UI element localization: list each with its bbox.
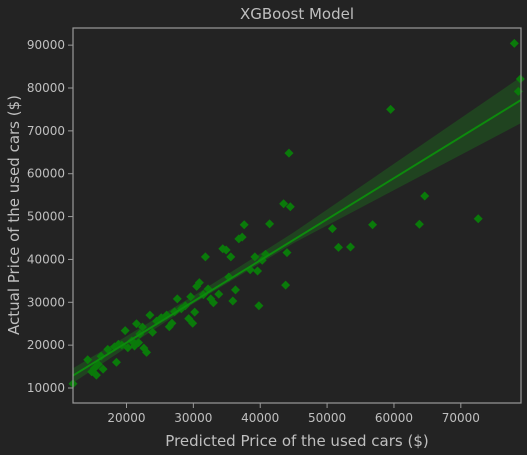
data-point bbox=[281, 280, 291, 290]
x-tick-label: 30000 bbox=[174, 411, 212, 425]
data-point bbox=[333, 242, 343, 252]
plot-frame bbox=[72, 27, 522, 404]
data-point bbox=[414, 219, 424, 229]
data-point bbox=[167, 318, 177, 328]
data-point bbox=[285, 202, 295, 212]
data-point bbox=[327, 224, 337, 234]
x-tick-label: 50000 bbox=[308, 411, 346, 425]
y-tick-label: 40000 bbox=[27, 252, 65, 266]
data-point bbox=[91, 370, 101, 380]
data-point bbox=[145, 310, 155, 320]
points-layer bbox=[68, 38, 525, 389]
y-axis-label: Actual Price of the used cars ($) bbox=[5, 95, 23, 335]
data-point bbox=[473, 214, 483, 224]
data-point bbox=[186, 292, 196, 302]
data-point bbox=[282, 248, 292, 258]
data-point bbox=[253, 266, 263, 276]
data-point bbox=[134, 338, 144, 348]
chart-title: XGBoost Model bbox=[240, 5, 354, 23]
x-tick-label: 70000 bbox=[442, 411, 480, 425]
data-point bbox=[221, 245, 231, 255]
data-point bbox=[111, 357, 121, 367]
y-tick-label: 50000 bbox=[27, 210, 65, 224]
data-point bbox=[123, 343, 133, 353]
data-point bbox=[265, 219, 275, 229]
data-point bbox=[368, 220, 378, 230]
y-axis-ticks: 10000 20000 30000 40000 50000 60000 70000 80000… bbox=[27, 38, 73, 395]
data-point bbox=[279, 199, 289, 209]
data-point bbox=[250, 252, 260, 262]
data-point bbox=[420, 191, 430, 201]
data-point bbox=[132, 319, 142, 329]
data-point bbox=[142, 347, 152, 357]
x-tick-label: 40000 bbox=[241, 411, 279, 425]
y-tick-label: 90000 bbox=[27, 38, 65, 52]
y-tick-label: 20000 bbox=[27, 338, 65, 352]
y-tick-label: 80000 bbox=[27, 81, 65, 95]
y-tick-label: 30000 bbox=[27, 295, 65, 309]
data-point bbox=[148, 327, 158, 337]
y-tick-label: 10000 bbox=[27, 381, 65, 395]
plot-area bbox=[73, 28, 521, 403]
regression-line bbox=[72, 99, 522, 377]
data-point bbox=[200, 252, 210, 262]
data-point bbox=[194, 278, 204, 288]
data-point bbox=[208, 298, 218, 308]
data-point bbox=[214, 289, 224, 299]
data-point bbox=[226, 252, 236, 262]
data-point bbox=[190, 307, 200, 317]
data-point bbox=[254, 301, 264, 311]
x-tick-label: 20000 bbox=[107, 411, 145, 425]
x-axis-label: Predicted Price of the used cars ($) bbox=[165, 432, 428, 450]
data-point bbox=[83, 355, 93, 365]
data-point bbox=[386, 104, 396, 114]
data-point bbox=[98, 364, 108, 374]
data-point bbox=[284, 148, 294, 158]
data-point bbox=[138, 322, 148, 332]
x-tick-label: 60000 bbox=[375, 411, 413, 425]
data-point bbox=[172, 294, 182, 304]
data-point bbox=[230, 285, 240, 295]
data-point bbox=[509, 38, 519, 48]
y-tick-label: 70000 bbox=[27, 124, 65, 138]
y-tick-label: 60000 bbox=[27, 167, 65, 181]
data-point bbox=[515, 74, 525, 84]
data-point bbox=[228, 296, 238, 306]
data-point bbox=[237, 232, 247, 242]
data-point bbox=[120, 326, 130, 336]
data-point bbox=[188, 318, 198, 328]
x-axis-ticks: 20000 30000 40000 50000 60000 70000 bbox=[107, 403, 480, 425]
data-point bbox=[345, 242, 355, 252]
data-point bbox=[239, 220, 249, 230]
